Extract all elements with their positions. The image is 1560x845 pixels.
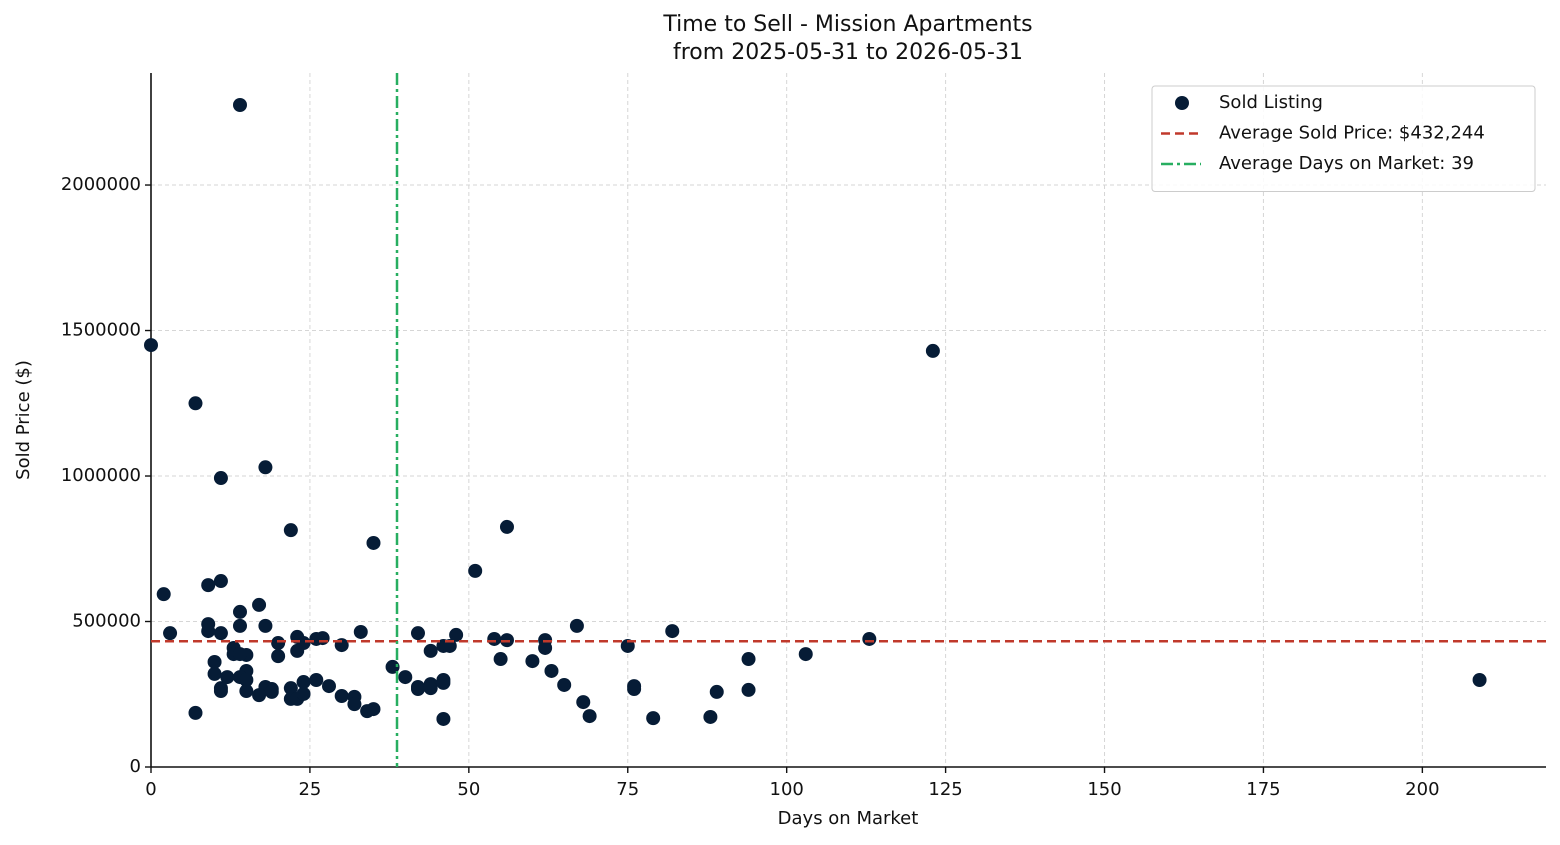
point — [283, 523, 298, 538]
point — [468, 563, 483, 578]
x-tick-label: 25 — [298, 779, 321, 800]
legend-marker — [1175, 96, 1189, 110]
point — [538, 640, 553, 655]
point — [627, 682, 642, 697]
point — [410, 626, 425, 641]
point — [423, 643, 438, 658]
point — [283, 681, 298, 696]
legend-label: Average Sold Price: $432,244 — [1219, 123, 1485, 144]
point — [436, 675, 451, 690]
point — [258, 618, 273, 633]
x-tick-label: 150 — [1087, 779, 1121, 800]
y-tick-label: 2000000 — [61, 174, 141, 195]
point — [493, 652, 508, 667]
point — [665, 624, 680, 639]
point — [201, 578, 216, 593]
x-tick-label: 125 — [928, 779, 962, 800]
point — [207, 654, 222, 669]
point — [557, 677, 572, 692]
x-tick-label: 175 — [1246, 779, 1280, 800]
y-axis-label: Sold Price ($) — [13, 360, 34, 480]
point — [144, 338, 158, 353]
point — [239, 672, 254, 687]
point — [315, 631, 330, 646]
point — [499, 519, 514, 534]
point — [252, 688, 267, 703]
x-tick-label: 100 — [770, 779, 804, 800]
point — [741, 652, 756, 667]
point — [347, 697, 362, 712]
point — [213, 574, 228, 589]
point — [366, 535, 381, 550]
point — [525, 654, 540, 669]
point — [213, 471, 228, 486]
point — [232, 98, 247, 113]
point — [232, 604, 247, 619]
point — [188, 705, 203, 720]
point — [156, 587, 171, 602]
point — [296, 686, 311, 701]
point — [398, 670, 413, 685]
x-tick-label: 200 — [1405, 779, 1439, 800]
point — [271, 636, 286, 651]
point — [366, 702, 381, 717]
legend: Sold Listing Average Sold Price: $432,244… — [1151, 85, 1536, 192]
point — [334, 688, 349, 703]
x-tick-label: 50 — [457, 779, 480, 800]
x-tick-label: 75 — [616, 779, 639, 800]
point — [252, 597, 267, 612]
point — [239, 684, 254, 699]
chart-subtitle: from 2025-05-31 to 2026-05-31 — [673, 40, 1023, 65]
y-tick-label: 0 — [130, 756, 141, 777]
point — [569, 618, 584, 633]
x-axis-label: Days on Market — [778, 808, 919, 829]
point — [201, 624, 216, 639]
legend-label: Average Days on Market: 39 — [1219, 153, 1474, 174]
point — [353, 624, 368, 639]
point — [213, 626, 228, 641]
point — [925, 343, 940, 358]
point — [544, 663, 559, 678]
point — [423, 681, 438, 696]
point — [741, 682, 756, 697]
point — [207, 666, 222, 681]
point — [163, 626, 178, 641]
point — [582, 709, 597, 724]
point — [576, 695, 591, 710]
point — [487, 631, 502, 646]
legend-label: Sold Listing — [1219, 92, 1323, 113]
point — [232, 647, 247, 662]
point — [410, 682, 425, 697]
point — [862, 631, 877, 646]
point — [646, 711, 661, 726]
y-tick-label: 500000 — [72, 611, 141, 632]
x-tick-label: 0 — [145, 779, 156, 800]
point — [1472, 672, 1487, 687]
point — [321, 679, 336, 694]
point — [271, 649, 286, 664]
point — [798, 647, 813, 662]
point — [309, 672, 324, 687]
point — [296, 675, 311, 690]
point — [290, 643, 305, 658]
y-tick-label: 1000000 — [61, 465, 141, 486]
chart-title: Time to Sell - Mission Apartments — [662, 12, 1032, 37]
point — [258, 460, 273, 475]
point — [188, 396, 203, 411]
point — [703, 709, 718, 724]
point — [436, 711, 451, 726]
point — [220, 670, 235, 685]
point — [449, 627, 464, 642]
point — [213, 684, 228, 699]
legend-box — [1151, 85, 1536, 192]
y-tick-label: 1500000 — [61, 320, 141, 341]
point — [232, 618, 247, 633]
point — [709, 684, 724, 699]
point — [264, 684, 279, 699]
point — [385, 659, 400, 674]
